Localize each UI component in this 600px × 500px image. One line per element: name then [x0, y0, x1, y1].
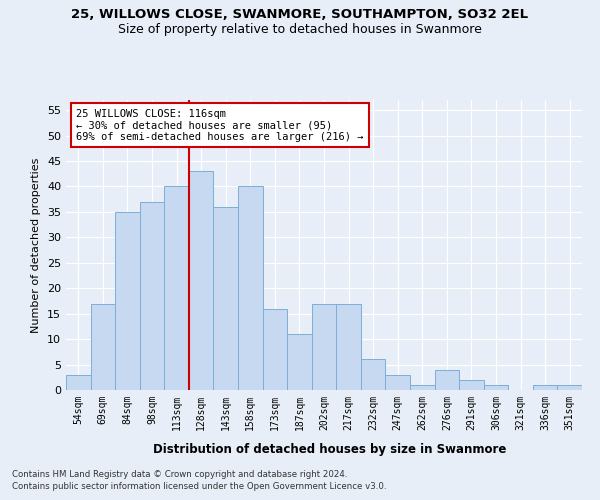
Bar — [115, 212, 140, 390]
Text: 25, WILLOWS CLOSE, SWANMORE, SOUTHAMPTON, SO32 2EL: 25, WILLOWS CLOSE, SWANMORE, SOUTHAMPTON… — [71, 8, 529, 20]
Y-axis label: Number of detached properties: Number of detached properties — [31, 158, 41, 332]
Bar — [263, 308, 287, 390]
Bar — [533, 385, 557, 390]
Bar — [557, 385, 582, 390]
Bar — [312, 304, 336, 390]
Bar — [410, 385, 434, 390]
Bar — [336, 304, 361, 390]
Bar — [385, 374, 410, 390]
Bar — [434, 370, 459, 390]
Bar — [459, 380, 484, 390]
Bar — [164, 186, 189, 390]
Text: Contains public sector information licensed under the Open Government Licence v3: Contains public sector information licen… — [12, 482, 386, 491]
Bar — [189, 171, 214, 390]
Bar — [66, 374, 91, 390]
Bar — [91, 304, 115, 390]
Text: Size of property relative to detached houses in Swanmore: Size of property relative to detached ho… — [118, 22, 482, 36]
Text: Distribution of detached houses by size in Swanmore: Distribution of detached houses by size … — [154, 442, 506, 456]
Bar — [287, 334, 312, 390]
Text: 25 WILLOWS CLOSE: 116sqm
← 30% of detached houses are smaller (95)
69% of semi-d: 25 WILLOWS CLOSE: 116sqm ← 30% of detach… — [76, 108, 364, 142]
Bar — [361, 360, 385, 390]
Bar — [140, 202, 164, 390]
Bar — [214, 207, 238, 390]
Text: Contains HM Land Registry data © Crown copyright and database right 2024.: Contains HM Land Registry data © Crown c… — [12, 470, 347, 479]
Bar — [484, 385, 508, 390]
Bar — [238, 186, 263, 390]
